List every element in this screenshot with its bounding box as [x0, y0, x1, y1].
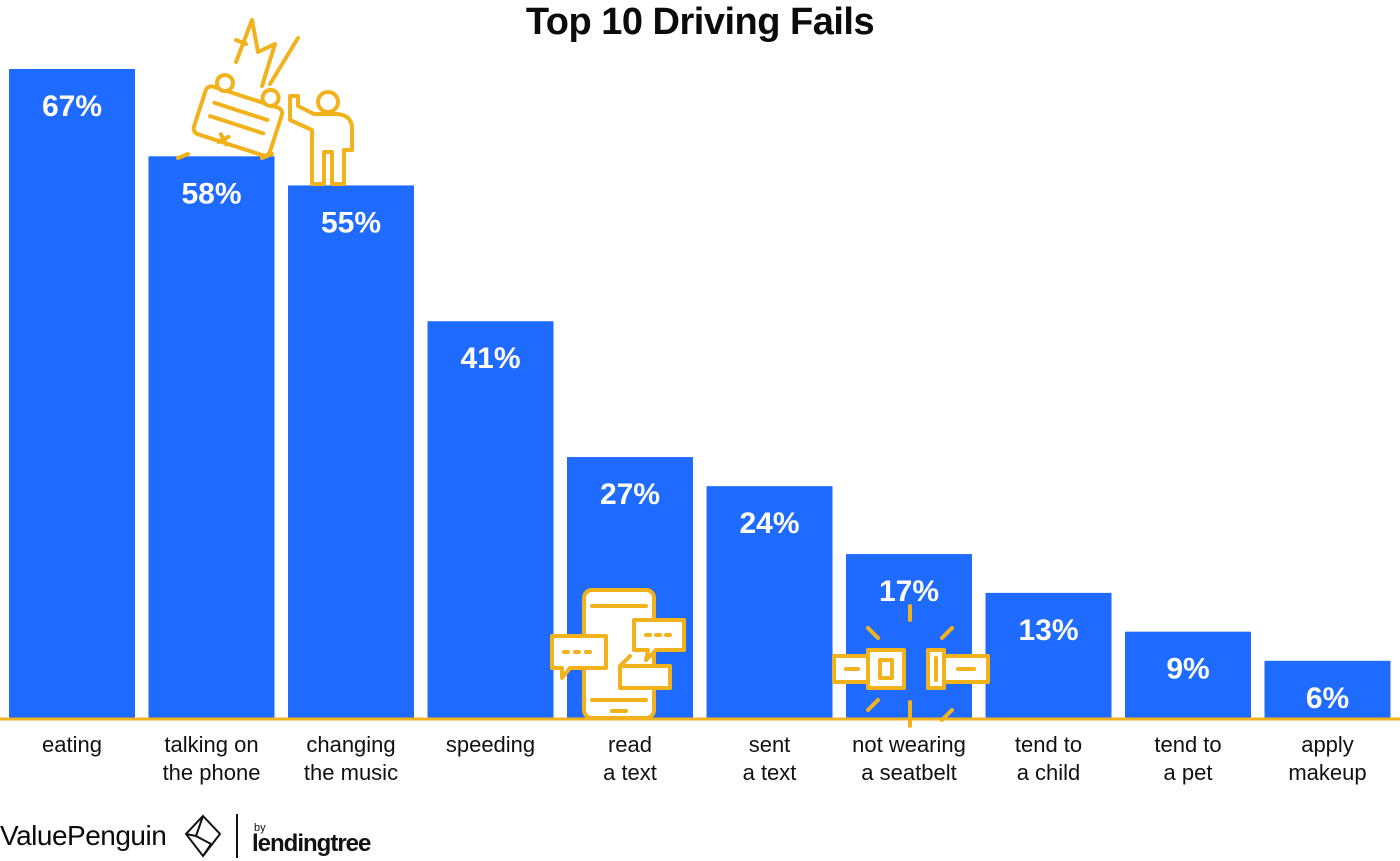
bar-value-label: 41%: [460, 342, 520, 375]
category-label-line: changing: [306, 732, 395, 757]
category-label-line: a text: [603, 760, 657, 785]
bar-5: [706, 486, 833, 719]
category-label-line: eating: [42, 732, 102, 757]
bar-value-label: 17%: [879, 575, 939, 608]
bar-value-label: 58%: [181, 177, 241, 210]
bar-value-label: 27%: [600, 478, 660, 511]
category-label-line: sent: [749, 732, 791, 757]
category-label: eating: [42, 732, 102, 757]
bar-2: [288, 185, 414, 719]
penguin-logo-icon: [184, 814, 222, 858]
brand-logo-valuepenguin: ValuePenguin: [0, 820, 167, 851]
category-label-line: the music: [304, 760, 398, 785]
category-label-line: read: [608, 732, 652, 757]
seatbelt-icon: [832, 604, 990, 728]
bar-7: [985, 592, 1112, 719]
category-label: sent a text: [743, 732, 797, 785]
bar-8: [1125, 631, 1251, 719]
bar-value-label: 9%: [1166, 653, 1209, 686]
category-label: read a text: [603, 732, 657, 785]
category-label: talking on the phone: [163, 732, 261, 785]
category-label-line: a child: [1017, 760, 1081, 785]
bar-value-label: 67%: [42, 90, 102, 123]
category-label: speeding: [446, 732, 535, 757]
labels-layer: eating talking on the phone changing the mus…: [42, 732, 1367, 785]
chart-title: Top 10 Driving Fails: [525, 1, 875, 43]
brand-divider: [236, 814, 238, 858]
category-label: tend to a child: [1015, 732, 1082, 785]
bars-layer: 67% 58% 55% 41% 27% 24% 17% 13% 9% 6%: [9, 69, 1391, 720]
bar-value-label: 55%: [321, 206, 381, 239]
bar-0: [9, 69, 135, 719]
bar-value-label: 6%: [1306, 682, 1349, 715]
bar-1: [148, 156, 275, 720]
category-label: apply makeup: [1288, 732, 1366, 785]
bar-9: [1264, 660, 1391, 719]
footer: ValuePenguin by lendingtree: [0, 812, 420, 860]
category-label-line: tend to: [1015, 732, 1082, 757]
category-label-line: not wearing: [852, 732, 966, 757]
category-label-line: the phone: [163, 760, 261, 785]
category-label-line: makeup: [1288, 760, 1366, 785]
category-label: changing the music: [304, 732, 398, 785]
category-label-line: talking on: [164, 732, 258, 757]
category-label: tend to a pet: [1154, 732, 1221, 785]
bar-3: [427, 321, 554, 719]
category-label-line: a pet: [1164, 760, 1213, 785]
category-label: not wearing a seatbelt: [852, 732, 966, 785]
bar-chart: 67% 58% 55% 41% 27% 24% 17% 13% 9% 6% eating talki…: [0, 18, 1400, 785]
brand-by-label: by: [254, 822, 266, 834]
bar-6: [846, 554, 972, 719]
smartphone-messages-icon: [550, 588, 686, 720]
category-label-line: a text: [743, 760, 797, 785]
car-crash-icon: [176, 18, 354, 186]
category-label-line: speeding: [446, 732, 535, 757]
bar-value-label: 13%: [1018, 614, 1078, 647]
category-label-line: tend to: [1154, 732, 1221, 757]
bar-value-label: 24%: [739, 507, 799, 540]
category-label-line: apply: [1301, 732, 1354, 757]
category-label-line: a seatbelt: [861, 760, 956, 785]
brand-logo-lendingtree: lendingtree: [252, 830, 371, 857]
